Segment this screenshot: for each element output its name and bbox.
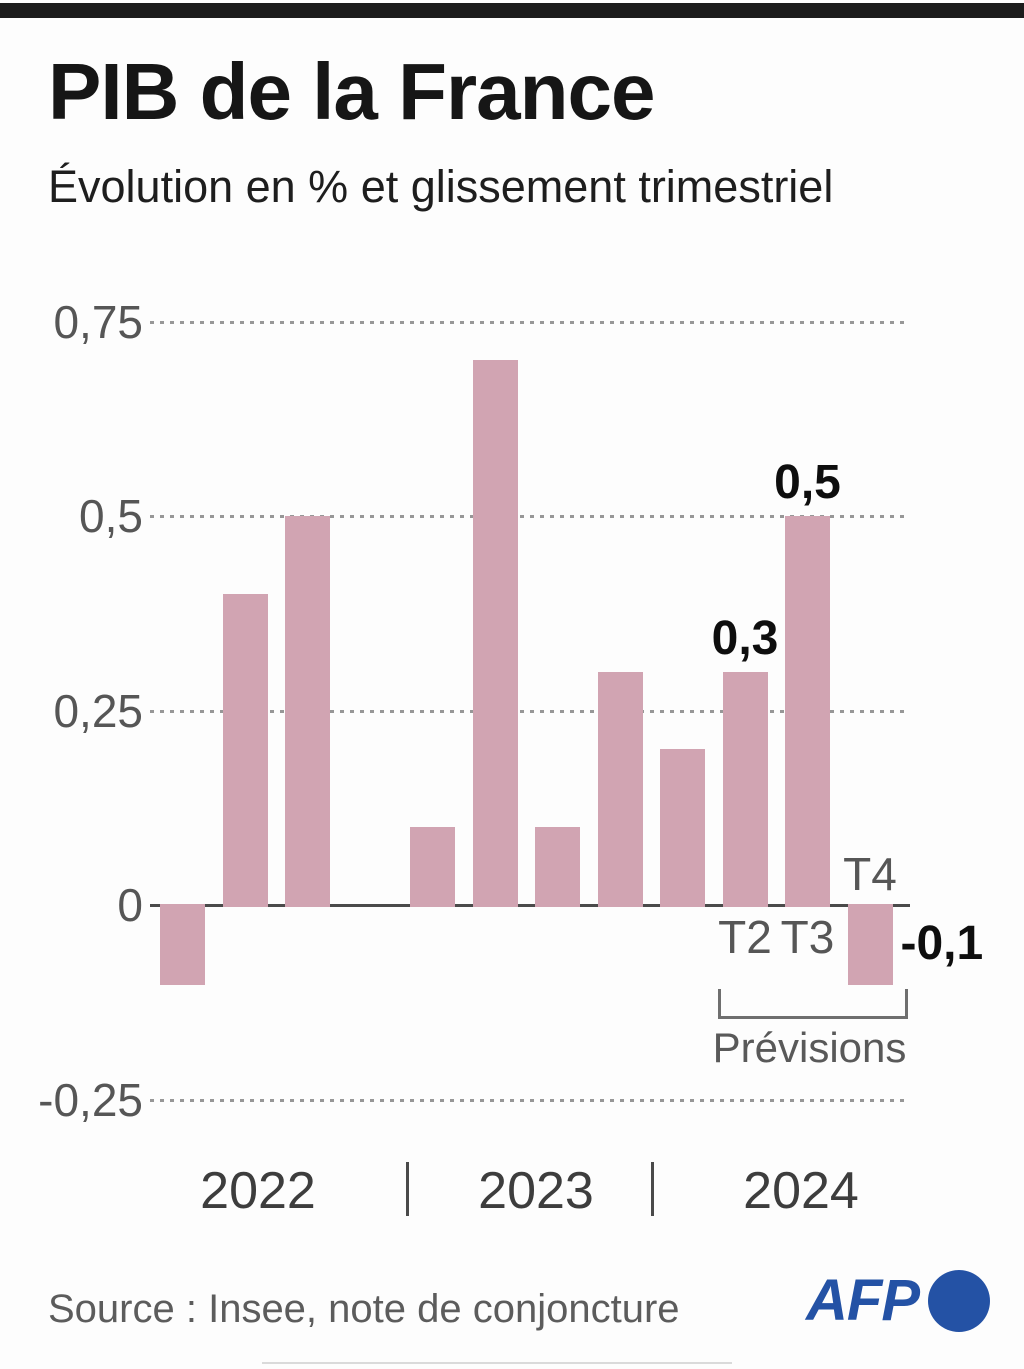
x-axis-line [150, 904, 910, 907]
year-label-2022: 2022 [200, 1162, 316, 1220]
quarter-label-T3: T3 [780, 911, 835, 963]
bar-2024-T2 [722, 671, 768, 907]
bar-2022-T3 [285, 516, 330, 907]
bar-2023-T1 [410, 827, 455, 907]
value-label-0,3: 0,3 [711, 611, 779, 665]
quarter-label-T4: T4 [843, 848, 897, 900]
afp-logo: AFP [806, 1268, 992, 1336]
afp-logo-text: AFP [806, 1268, 920, 1333]
gridline-0,5 [150, 515, 910, 518]
source-note: Source : Insee, note de conjoncture [48, 1287, 680, 1331]
y-tick-label: 0,75 [53, 295, 143, 348]
value-label--0,1: -0,1 [900, 916, 984, 970]
y-tick-label: 0,25 [53, 684, 143, 737]
forecast-bracket [717, 989, 908, 1019]
bar-2024-T4 [847, 904, 893, 985]
bar-2023-T4 [597, 671, 643, 907]
bar-2022-T2 [222, 593, 268, 907]
page-title: PIB de la France [48, 47, 655, 136]
bar-2024-T3 [785, 516, 830, 907]
bar-2022-T1 [160, 904, 205, 985]
afp-circle-icon [928, 1270, 990, 1332]
year-separator [406, 1162, 409, 1216]
y-tick-label: -0,25 [38, 1073, 143, 1126]
top-black-bar [0, 3, 1024, 18]
value-label-0,5: 0,5 [774, 456, 841, 509]
year-label-2023: 2023 [478, 1162, 594, 1220]
forecast-label: Prévisions [712, 1024, 907, 1071]
page-subtitle: Évolution en % et glissement trimestriel [48, 161, 834, 212]
bottom-divider [262, 1362, 732, 1364]
bar-2023-T3 [535, 827, 580, 907]
year-label-2024: 2024 [743, 1162, 859, 1220]
quarter-label-T2: T2 [718, 911, 772, 963]
gridline-0,75 [150, 320, 910, 324]
y-tick-label: 0 [117, 879, 143, 931]
bar-2024-T1 [660, 749, 705, 907]
gridline--0,25 [150, 1098, 910, 1102]
y-tick-label: 0,5 [79, 490, 143, 542]
year-separator [651, 1162, 654, 1216]
gridline-0,25 [150, 709, 910, 713]
bar-2023-T2 [472, 360, 518, 907]
